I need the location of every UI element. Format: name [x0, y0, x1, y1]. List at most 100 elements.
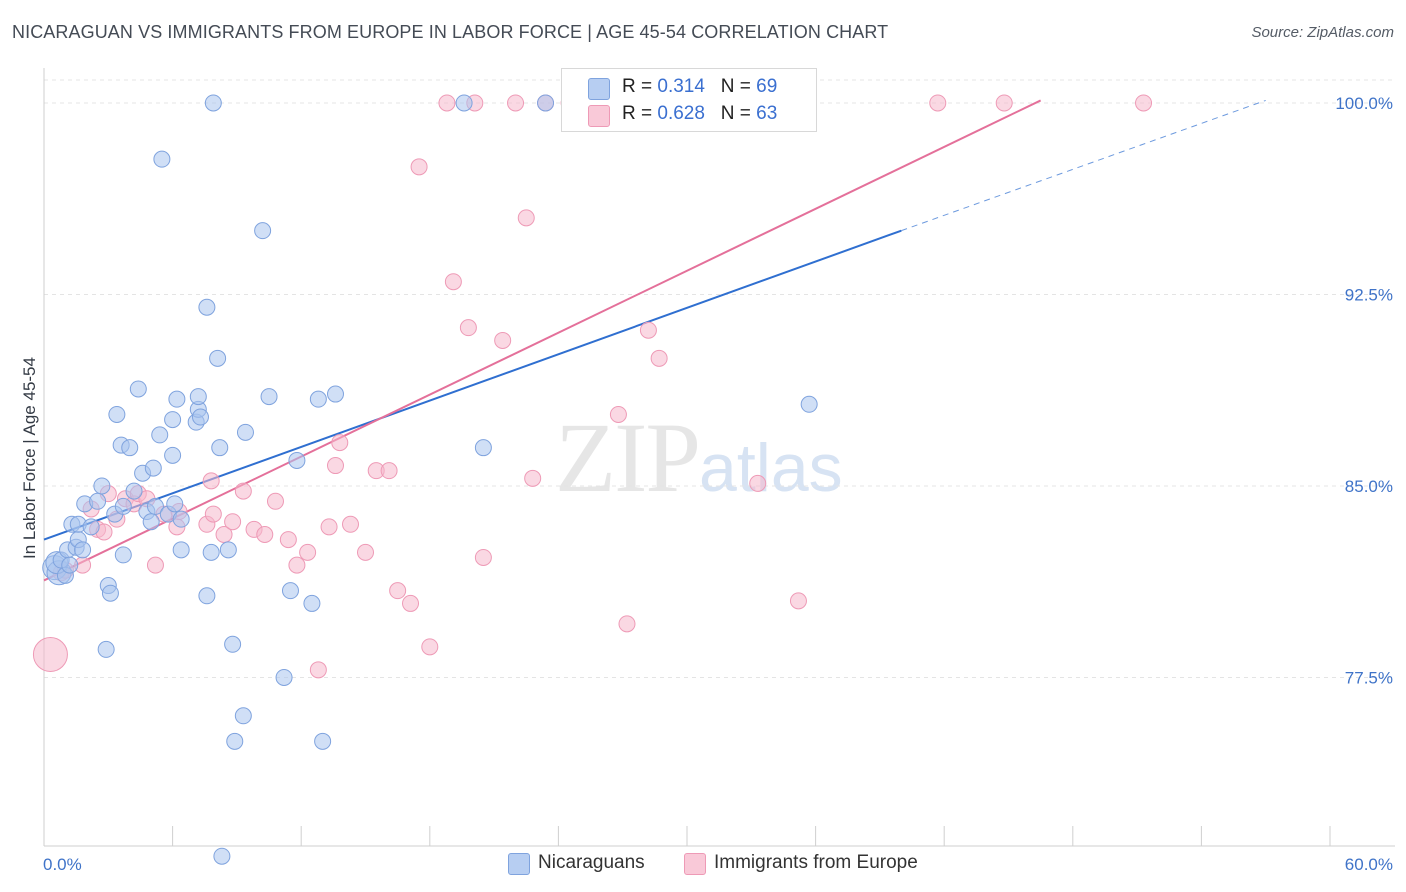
- europe-point: [995, 94, 1013, 112]
- nicaraguan-point: [97, 640, 115, 658]
- nicaraguan-trend-extension: [901, 99, 1266, 232]
- chart-title: NICARAGUAN VS IMMIGRANTS FROM EUROPE IN …: [12, 22, 889, 42]
- europe-point: [410, 158, 428, 176]
- europe-point: [146, 556, 164, 574]
- nicaraguan-point: [198, 298, 216, 316]
- europe-point: [609, 405, 627, 423]
- nicaraguan-point: [144, 459, 162, 477]
- nicaraguan-point: [164, 411, 182, 429]
- europe-point: [202, 472, 220, 490]
- y-tick-label: 77.5%: [1345, 668, 1393, 687]
- europe-point: [288, 556, 306, 574]
- x-tick-labels: 0.0% 60.0%: [43, 855, 1393, 874]
- nicaraguan-point: [114, 546, 132, 564]
- legend-n-label: N =: [720, 103, 751, 124]
- nicaraguan-point: [61, 556, 79, 574]
- y-axis-label: In Labor Force | Age 45-54: [20, 357, 39, 559]
- europe-point: [517, 209, 535, 227]
- europe-point: [507, 94, 525, 112]
- europe-point: [494, 331, 512, 349]
- x-tick-label: 0.0%: [43, 855, 82, 874]
- europe-point: [438, 94, 456, 112]
- nicaraguan-point: [211, 439, 229, 457]
- legend-r-value: 0.314: [657, 76, 705, 97]
- europe-point: [299, 543, 317, 561]
- legend-r-value: 0.628: [657, 103, 705, 124]
- europe-point: [524, 469, 542, 487]
- europe-point: [749, 474, 767, 492]
- europe-point: [459, 319, 477, 337]
- nicaraguan-point: [224, 635, 242, 653]
- europe-point: [389, 582, 407, 600]
- watermark-atlas: atlas: [699, 430, 843, 506]
- nicaraguan-point: [309, 390, 327, 408]
- nicaraguan-point: [254, 222, 272, 240]
- nicaraguan-point: [146, 497, 164, 515]
- europe-point: [266, 492, 284, 510]
- nicaraguan-point: [474, 439, 492, 457]
- europe-point: [309, 661, 327, 679]
- nicaraguan-point: [204, 94, 222, 112]
- nicaraguan-point: [234, 707, 252, 725]
- bottom-legend-label: Nicaraguans: [538, 852, 645, 873]
- watermark: ZIPatlas: [555, 400, 843, 515]
- europe-point: [204, 505, 222, 523]
- nicaraguan-point: [537, 94, 555, 112]
- nicaraguan-point: [303, 594, 321, 612]
- trend-lines: [43, 99, 1266, 582]
- europe-point: [256, 525, 274, 543]
- nicaraguan-point: [93, 477, 111, 495]
- nicaraguan-point: [166, 495, 184, 513]
- europe-point: [1135, 94, 1153, 112]
- europe-point: [279, 531, 297, 549]
- europe-point: [421, 638, 439, 656]
- bottom-legend-label: Immigrants from Europe: [714, 852, 918, 873]
- europe-point: [224, 513, 242, 531]
- nicaraguan-point: [314, 732, 332, 750]
- nicaraguan-point: [209, 349, 227, 367]
- europe-point: [929, 94, 947, 112]
- legend-swatch-blue: [588, 78, 610, 100]
- nicaraguan-point: [129, 380, 147, 398]
- europe-point: [639, 321, 657, 339]
- nicaraguan-point: [142, 513, 160, 531]
- nicaraguan-point: [89, 492, 107, 510]
- europe-point: [650, 349, 668, 367]
- nicaraguan-point: [151, 426, 169, 444]
- nicaraguan-point: [114, 497, 132, 515]
- nicaraguan-point: [275, 668, 293, 686]
- legend-n-value: 69: [756, 76, 778, 97]
- nicaraguan-point: [191, 408, 209, 426]
- europe-point: [618, 615, 636, 633]
- europe-point: [357, 543, 374, 561]
- nicaraguan-point: [189, 388, 207, 406]
- nicaraguan-point: [153, 150, 171, 168]
- nicaraguan-point: [101, 584, 119, 602]
- nicaraguan-point: [226, 732, 244, 750]
- bottom-legend-swatch-blue: [508, 853, 530, 875]
- correlation-legend: R = 0.314 N = 69 R = 0.628 N = 63: [561, 68, 817, 132]
- gridlines: [44, 79, 1395, 678]
- europe-point: [331, 434, 349, 452]
- legend-r-label: R =: [622, 103, 653, 124]
- nicaraguan-point: [260, 388, 278, 406]
- nicaraguan-point: [82, 518, 100, 536]
- nicaraguan-point: [236, 423, 254, 441]
- nicaraguan-point: [108, 405, 126, 423]
- europe-trend-line: [43, 99, 1042, 582]
- y-tick-labels: 77.5% 85.0% 92.5% 100.0%: [1335, 94, 1393, 687]
- data-points: [32, 94, 1153, 865]
- nicaraguan-point: [800, 395, 818, 413]
- nicaraguan-point: [168, 390, 186, 408]
- nicaraguan-point: [455, 94, 473, 112]
- nicaraguan-point: [164, 446, 182, 464]
- y-tick-label: 85.0%: [1345, 477, 1393, 496]
- europe-point: [789, 592, 807, 610]
- nicaraguan-point: [288, 451, 306, 469]
- x-tick-label: 60.0%: [1345, 855, 1393, 874]
- europe-point: [474, 548, 492, 566]
- nicaraguan-point: [281, 582, 299, 600]
- europe-point: [234, 482, 252, 500]
- nicaraguan-trend-line: [43, 229, 902, 541]
- nicaraguan-point: [172, 510, 190, 528]
